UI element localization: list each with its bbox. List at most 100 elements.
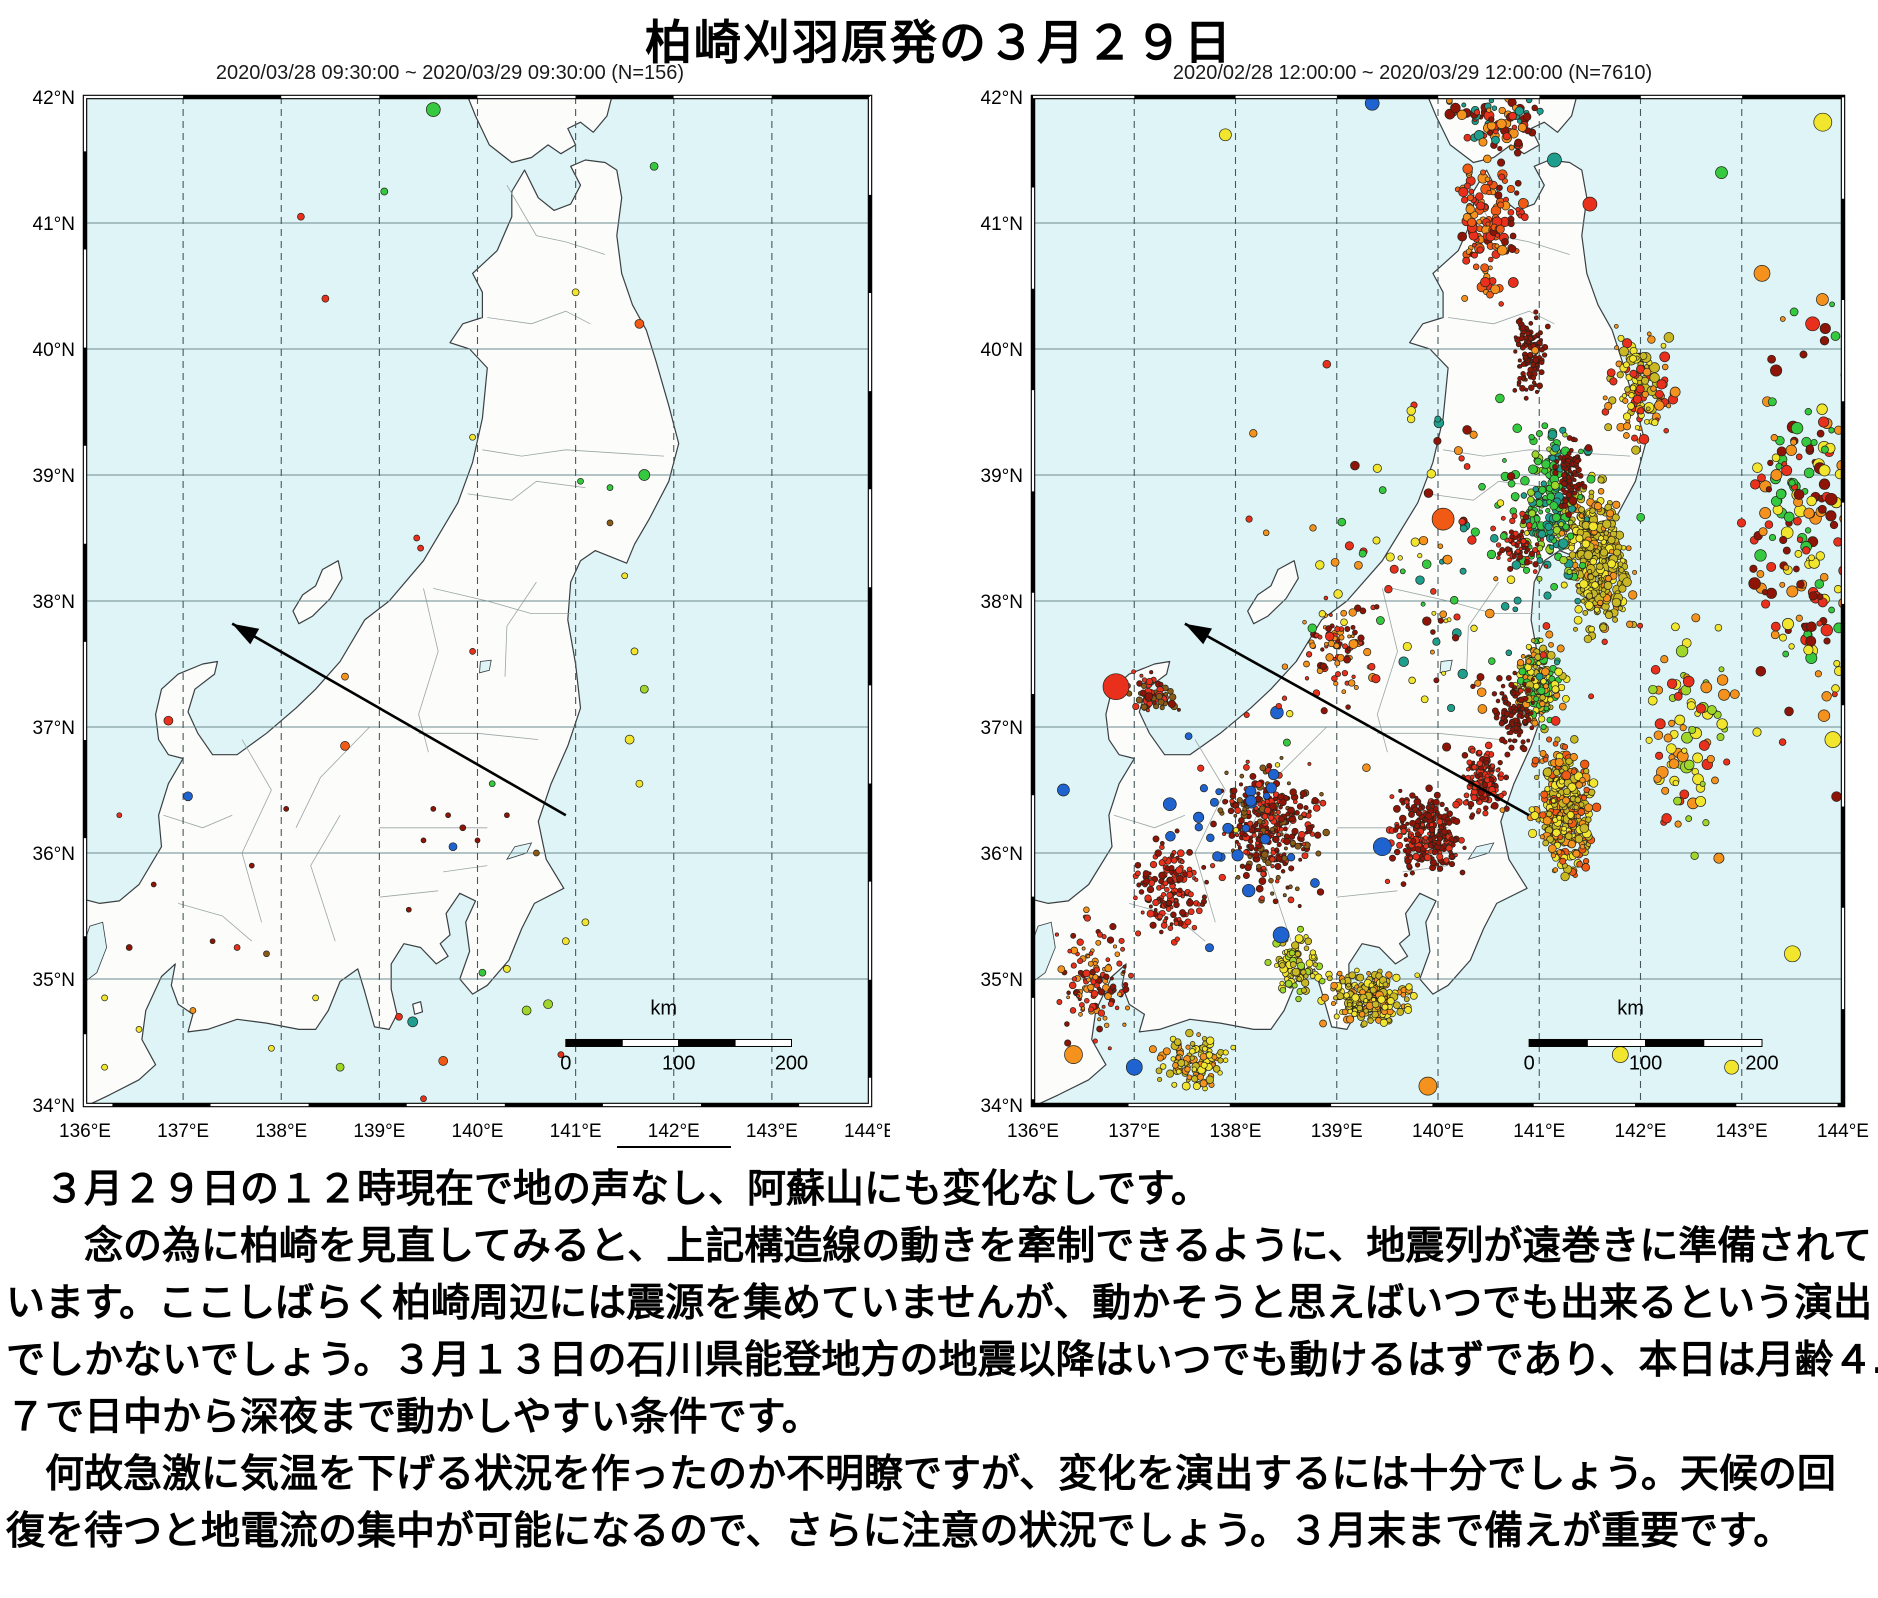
prefecture-border	[295, 726, 370, 828]
lon-label: 139°E	[353, 1121, 405, 1142]
lake-kasumigaura	[1467, 842, 1495, 861]
lat-label: 35°N	[981, 970, 1023, 991]
lon-label: 144°E	[1817, 1121, 1869, 1142]
svg-text:0: 0	[560, 1053, 571, 1075]
structure-line-arrow	[231, 622, 567, 817]
lat-label: 39°N	[33, 466, 75, 487]
map-frame-dashes	[1031, 95, 1845, 1107]
map-canvas: 0 100 200 km	[85, 97, 870, 1105]
prefecture-border	[1265, 814, 1297, 942]
lon-label: 142°E	[648, 1121, 700, 1142]
lat-label: 41°N	[981, 214, 1023, 235]
prefecture-border	[178, 903, 253, 942]
lat-label: 36°N	[981, 844, 1023, 865]
svg-text:100: 100	[1629, 1053, 1662, 1075]
prefecture-border	[1194, 739, 1226, 923]
body-line: 念の為に柏崎を見直してみると、上記構造線の動きを牽制できるように、地震列が遠巻き…	[6, 1225, 1873, 1268]
lake-inawashiro	[479, 659, 492, 674]
lat-label: 40°N	[981, 340, 1023, 361]
prefecture-border	[310, 814, 341, 942]
lon-label: 136°E	[1007, 1121, 1059, 1142]
lat-label: 35°N	[33, 970, 75, 991]
lat-label: 37°N	[33, 718, 75, 739]
lon-label: 143°E	[746, 1121, 798, 1142]
left-seismicity-map: 0 100 200 km 42°N 41°N 40°N 39°N 38°N 37°N 36°N 35°…	[33, 88, 890, 1142]
lat-label: 38°N	[33, 592, 75, 613]
svg-text:0: 0	[1524, 1053, 1535, 1075]
prefecture-border	[1336, 890, 1398, 898]
body-line: ７で日中から深夜まで動かしやすい条件です。	[6, 1396, 821, 1439]
lat-label: 36°N	[33, 844, 75, 865]
svg-text:km: km	[650, 997, 677, 1019]
prefecture-border	[1113, 814, 1186, 829]
epicenter-dots	[1054, 97, 1843, 1096]
prefecture-border	[443, 865, 488, 873]
landmass-honshu	[85, 159, 680, 1105]
lat-label: 37°N	[981, 718, 1023, 739]
right-seismicity-map: 0 100 200 km 42°N 41°N 40°N 39°N 38°N 37°N 36°N 35°…	[981, 88, 1869, 1142]
svg-text:100: 100	[662, 1053, 695, 1075]
lon-label: 141°E	[550, 1121, 602, 1142]
lon-label: 140°E	[1412, 1121, 1464, 1142]
axis-labels: 42°N 41°N 40°N 39°N 38°N 37°N 36°N 35°N 34°N 136°…	[33, 88, 890, 1142]
prefecture-border	[482, 449, 664, 457]
prefecture-border	[487, 310, 591, 325]
lon-label: 140°E	[452, 1121, 504, 1142]
axis-labels: 42°N 41°N 40°N 39°N 38°N 37°N 36°N 35°N 34°N 136°…	[981, 88, 1869, 1142]
graticule	[85, 97, 870, 1105]
prefecture-border	[467, 480, 586, 501]
lake-kasumigaura	[505, 842, 533, 861]
lake-biwa	[85, 921, 108, 983]
prefecture-border	[506, 184, 606, 255]
landmass-izu_oshima	[412, 1001, 424, 1015]
epicenter-dots	[101, 102, 659, 1103]
left-map-subtitle: 2020/03/28 09:30:00 ~ 2020/03/29 09:30:0…	[215, 62, 685, 84]
lake-inawashiro	[1439, 659, 1453, 674]
body-line: 復を待つと地電流の集中が可能になるので、さらに注意の状況でしょう。３月末まで備え…	[6, 1510, 1793, 1553]
lon-label: 138°E	[1210, 1121, 1262, 1142]
lon-label: 142°E	[1615, 1121, 1667, 1142]
lat-label: 40°N	[33, 340, 75, 361]
lon-label: 144°E	[844, 1121, 890, 1142]
credit-fragment	[617, 1146, 731, 1148]
lon-label: 138°E	[255, 1121, 307, 1142]
svg-text:200: 200	[1745, 1053, 1778, 1075]
prefecture-border	[241, 739, 272, 923]
right-map-subtitle: 2020/02/28 12:00:00 ~ 2020/03/29 12:00:0…	[1172, 62, 1653, 84]
prefecture-border	[379, 890, 439, 898]
body-line: でしかないでしょう。３月１３日の石川県能登地方の地震以降はいつでも動けるはずであ…	[6, 1339, 1878, 1382]
lat-label: 42°N	[981, 88, 1023, 109]
prefecture-border	[1448, 310, 1555, 325]
scale-bar: 0 100 200 km	[1524, 997, 1779, 1074]
lat-label: 42°N	[33, 88, 75, 109]
lon-label: 141°E	[1513, 1121, 1565, 1142]
landmass-sado	[1247, 560, 1299, 625]
lat-label: 41°N	[33, 214, 75, 235]
prefecture-border	[163, 814, 233, 829]
lat-label: 38°N	[981, 592, 1023, 613]
lon-label: 136°E	[59, 1121, 111, 1142]
prefecture-border	[504, 581, 537, 677]
lat-label: 34°N	[33, 1096, 75, 1117]
body-text: ３月２９日の１２時現在で地の声なし、阿蘇山にも変化なしです。 念の為に柏崎を見直…	[6, 1158, 1878, 1557]
lake-biwa	[1033, 921, 1056, 983]
svg-text:km: km	[1617, 997, 1644, 1019]
scale-bar: 0 100 200 km	[560, 997, 808, 1074]
body-line: います。ここしばらく柏崎周辺には震源を集めていませんが、動かそうと思えばいつでも…	[6, 1282, 1873, 1325]
lon-label: 139°E	[1311, 1121, 1363, 1142]
prefecture-border	[433, 588, 571, 614]
map-frame-dashes	[83, 95, 872, 1107]
page-title: 柏崎刈羽原発の３月２９日	[645, 16, 1233, 69]
structure-line-arrow	[1184, 622, 1530, 817]
prefecture-border	[1392, 588, 1535, 614]
landmass-sado	[292, 560, 343, 625]
lat-label: 34°N	[981, 1096, 1023, 1117]
lat-label: 39°N	[981, 466, 1023, 487]
svg-text:200: 200	[775, 1053, 808, 1075]
body-line: ３月２９日の１２時現在で地の声なし、阿蘇山にも変化なしです。	[6, 1168, 1210, 1211]
map-canvas: 0 100 200 km	[1033, 97, 1843, 1105]
body-line: 何故急激に気温を下げる状況を作ったのか不明瞭ですが、変化を演出するには十分でしょ…	[6, 1453, 1836, 1496]
lon-label: 137°E	[1108, 1121, 1160, 1142]
prefecture-border	[1466, 581, 1500, 677]
